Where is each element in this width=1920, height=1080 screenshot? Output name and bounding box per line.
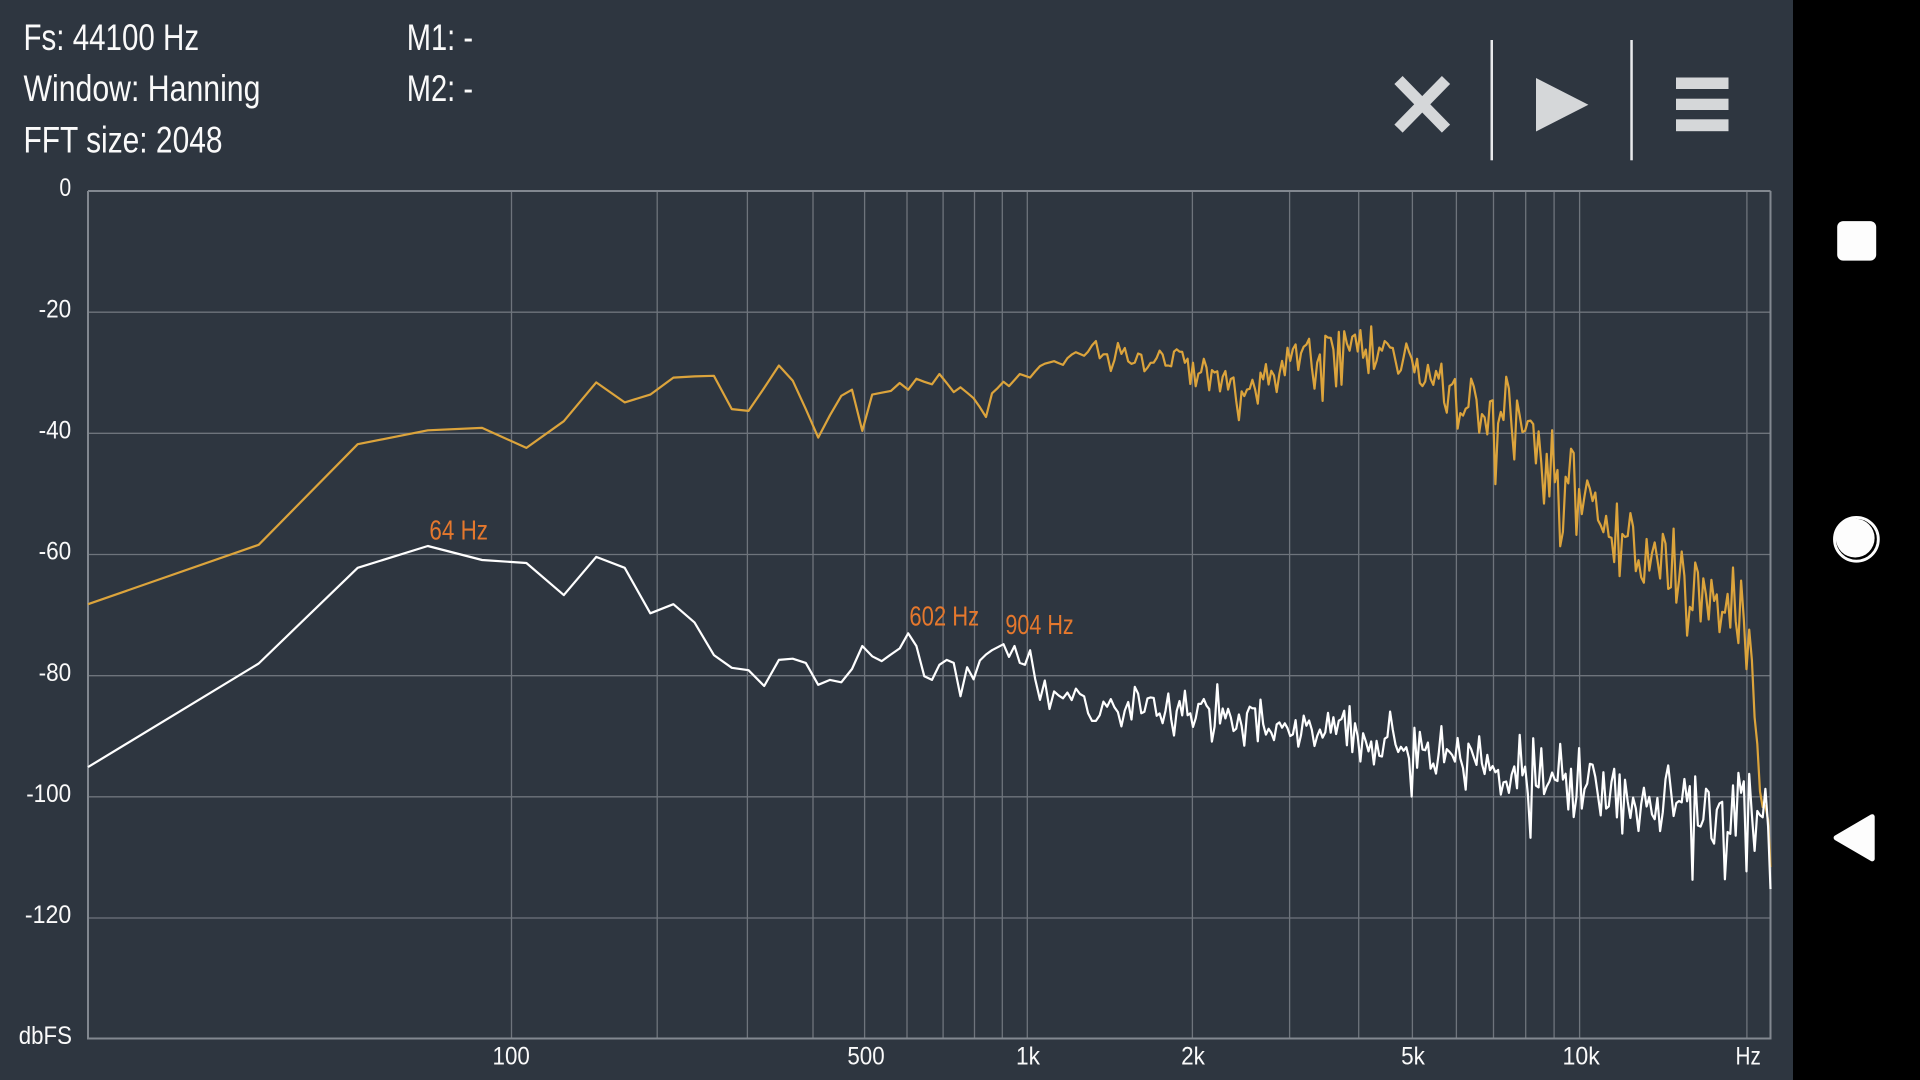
svg-text:-20: -20	[39, 295, 72, 323]
svg-text:100: 100	[493, 1043, 530, 1071]
svg-text:Fs: 44100 Hz: Fs: 44100 Hz	[24, 17, 200, 58]
svg-text:FFT size: 2048: FFT size: 2048	[24, 119, 223, 160]
svg-text:-60: -60	[39, 538, 72, 566]
svg-text:Hz: Hz	[1736, 1043, 1761, 1071]
svg-text:dbFS: dbFS	[19, 1022, 72, 1050]
svg-text:10k: 10k	[1563, 1043, 1601, 1071]
svg-text:M2: -: M2: -	[407, 68, 473, 109]
svg-text:500: 500	[847, 1043, 884, 1071]
svg-text:Window: Hanning: Window: Hanning	[24, 68, 261, 109]
svg-text:2k: 2k	[1181, 1043, 1205, 1071]
svg-text:0: 0	[59, 174, 71, 202]
svg-text:-100: -100	[26, 780, 71, 808]
svg-text:904 Hz: 904 Hz	[1005, 609, 1073, 640]
svg-text:-40: -40	[39, 417, 72, 445]
svg-text:64 Hz: 64 Hz	[429, 515, 488, 546]
svg-text:5k: 5k	[1401, 1043, 1425, 1071]
svg-text:-120: -120	[25, 901, 71, 929]
svg-text:602 Hz: 602 Hz	[909, 601, 979, 632]
svg-text:1k: 1k	[1016, 1043, 1040, 1071]
svg-text:M1: -: M1: -	[407, 17, 473, 58]
svg-text:-80: -80	[39, 659, 72, 687]
